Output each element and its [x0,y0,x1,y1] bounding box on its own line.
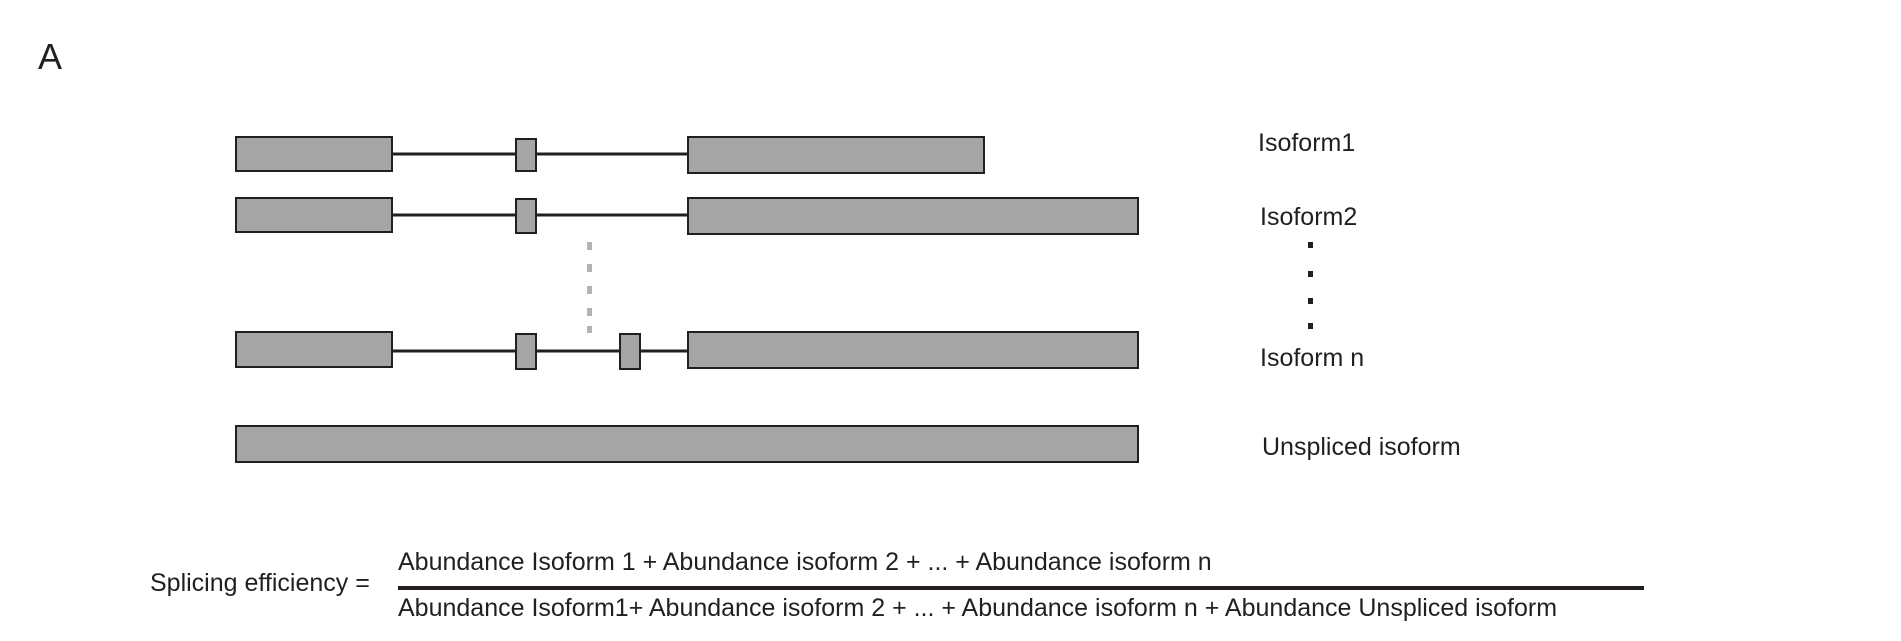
exon [515,198,537,234]
label-ellipsis [1308,242,1313,329]
isoform-1-structure [235,136,985,174]
isoform-1-label: Isoform1 [1258,129,1356,157]
ellipsis-dot [1308,271,1313,277]
exon [515,333,537,370]
ellipsis-dot [1308,242,1313,248]
ellipsis-dot [587,326,592,333]
isoform-n-structure [235,331,1139,370]
ellipsis-dot [587,264,592,272]
panel-letter: A [38,36,63,77]
isoform-2-structure [235,197,1139,235]
exon [687,197,1139,235]
isoform-n-label: Isoform n [1260,344,1365,372]
exon [515,138,537,172]
ellipsis-dot [587,286,592,294]
exon [235,136,393,172]
formula-numerator: Abundance Isoform 1 + Abundance isoform … [398,548,1212,576]
ellipsis-dot [1308,323,1313,329]
fraction-bar [398,586,1644,590]
exon [235,331,393,368]
gray-ellipsis [587,242,592,333]
ellipsis-dot [587,308,592,316]
exon [235,197,393,233]
exon [235,425,1139,463]
unspliced-isoform-label: Unspliced isoform [1262,433,1461,461]
isoform-2-label: Isoform2 [1260,203,1358,231]
exon [687,331,1139,369]
formula-lhs: Splicing efficiency = [150,569,370,597]
unspliced-isoform-structure [235,425,1139,463]
exon [687,136,985,174]
formula-denominator: Abundance Isoform1+ Abundance isoform 2 … [398,594,1558,622]
ellipsis-dot [1308,298,1313,304]
ellipsis-dot [587,242,592,250]
exon [619,333,641,370]
